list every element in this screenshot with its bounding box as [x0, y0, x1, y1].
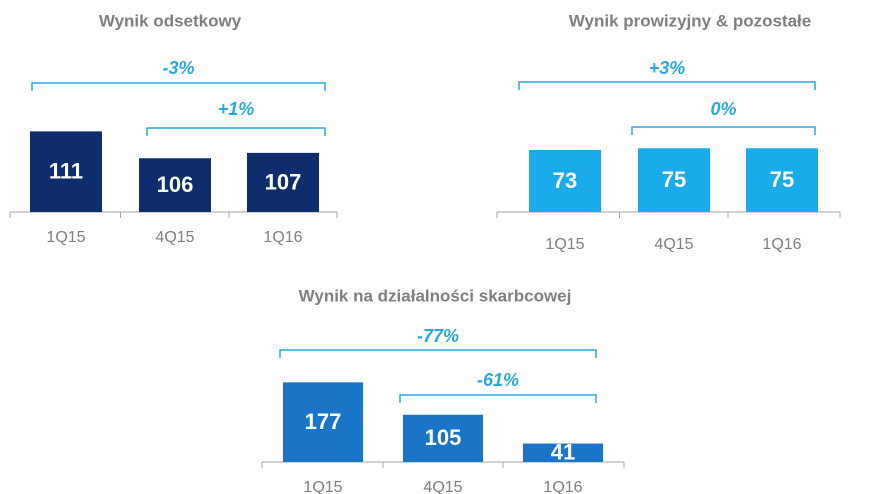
chart-title: Wynik na działalności skarbcowej [299, 286, 572, 305]
value-label: 105 [425, 425, 462, 450]
x-tick-label: 1Q16 [263, 229, 302, 246]
x-tick-label: 4Q15 [155, 229, 194, 246]
bar [30, 131, 102, 212]
value-label: 73 [553, 168, 577, 193]
chart-title: Wynik odsetkowy [99, 11, 242, 30]
annotation: +1% [218, 99, 255, 119]
bar [247, 152, 319, 212]
bar [523, 443, 603, 462]
chart-title: Wynik prowizyjny & pozostałe [569, 11, 811, 30]
bar [139, 158, 211, 212]
value-label: 177 [305, 409, 342, 434]
annotation: +3% [649, 58, 686, 78]
x-tick-label: 1Q15 [46, 229, 85, 246]
bar [638, 148, 710, 212]
value-label: 41 [551, 440, 575, 465]
value-label: 107 [265, 169, 302, 194]
annotation: -3% [162, 58, 194, 78]
x-tick-label: 1Q15 [303, 479, 342, 494]
bracket [146, 127, 326, 136]
x-tick-label: 4Q15 [423, 479, 462, 494]
bracket [399, 394, 597, 403]
bracket [631, 126, 816, 135]
annotation: -61% [477, 370, 519, 390]
bracket [31, 82, 326, 91]
value-label: 111 [49, 159, 83, 184]
value-label: 75 [662, 167, 686, 192]
x-tick-label: 1Q16 [762, 236, 801, 253]
bar [746, 148, 818, 212]
bar [403, 414, 483, 462]
x-tick-label: 1Q16 [543, 479, 582, 494]
bracket [518, 81, 816, 90]
annotation: -77% [417, 326, 459, 346]
value-label: 75 [770, 167, 794, 192]
x-tick-label: 1Q15 [545, 236, 584, 253]
bracket [279, 349, 597, 358]
x-tick-label: 4Q15 [654, 236, 693, 253]
bar [529, 149, 601, 212]
annotation: 0% [710, 99, 736, 119]
value-label: 106 [157, 172, 194, 197]
bar [283, 382, 363, 462]
